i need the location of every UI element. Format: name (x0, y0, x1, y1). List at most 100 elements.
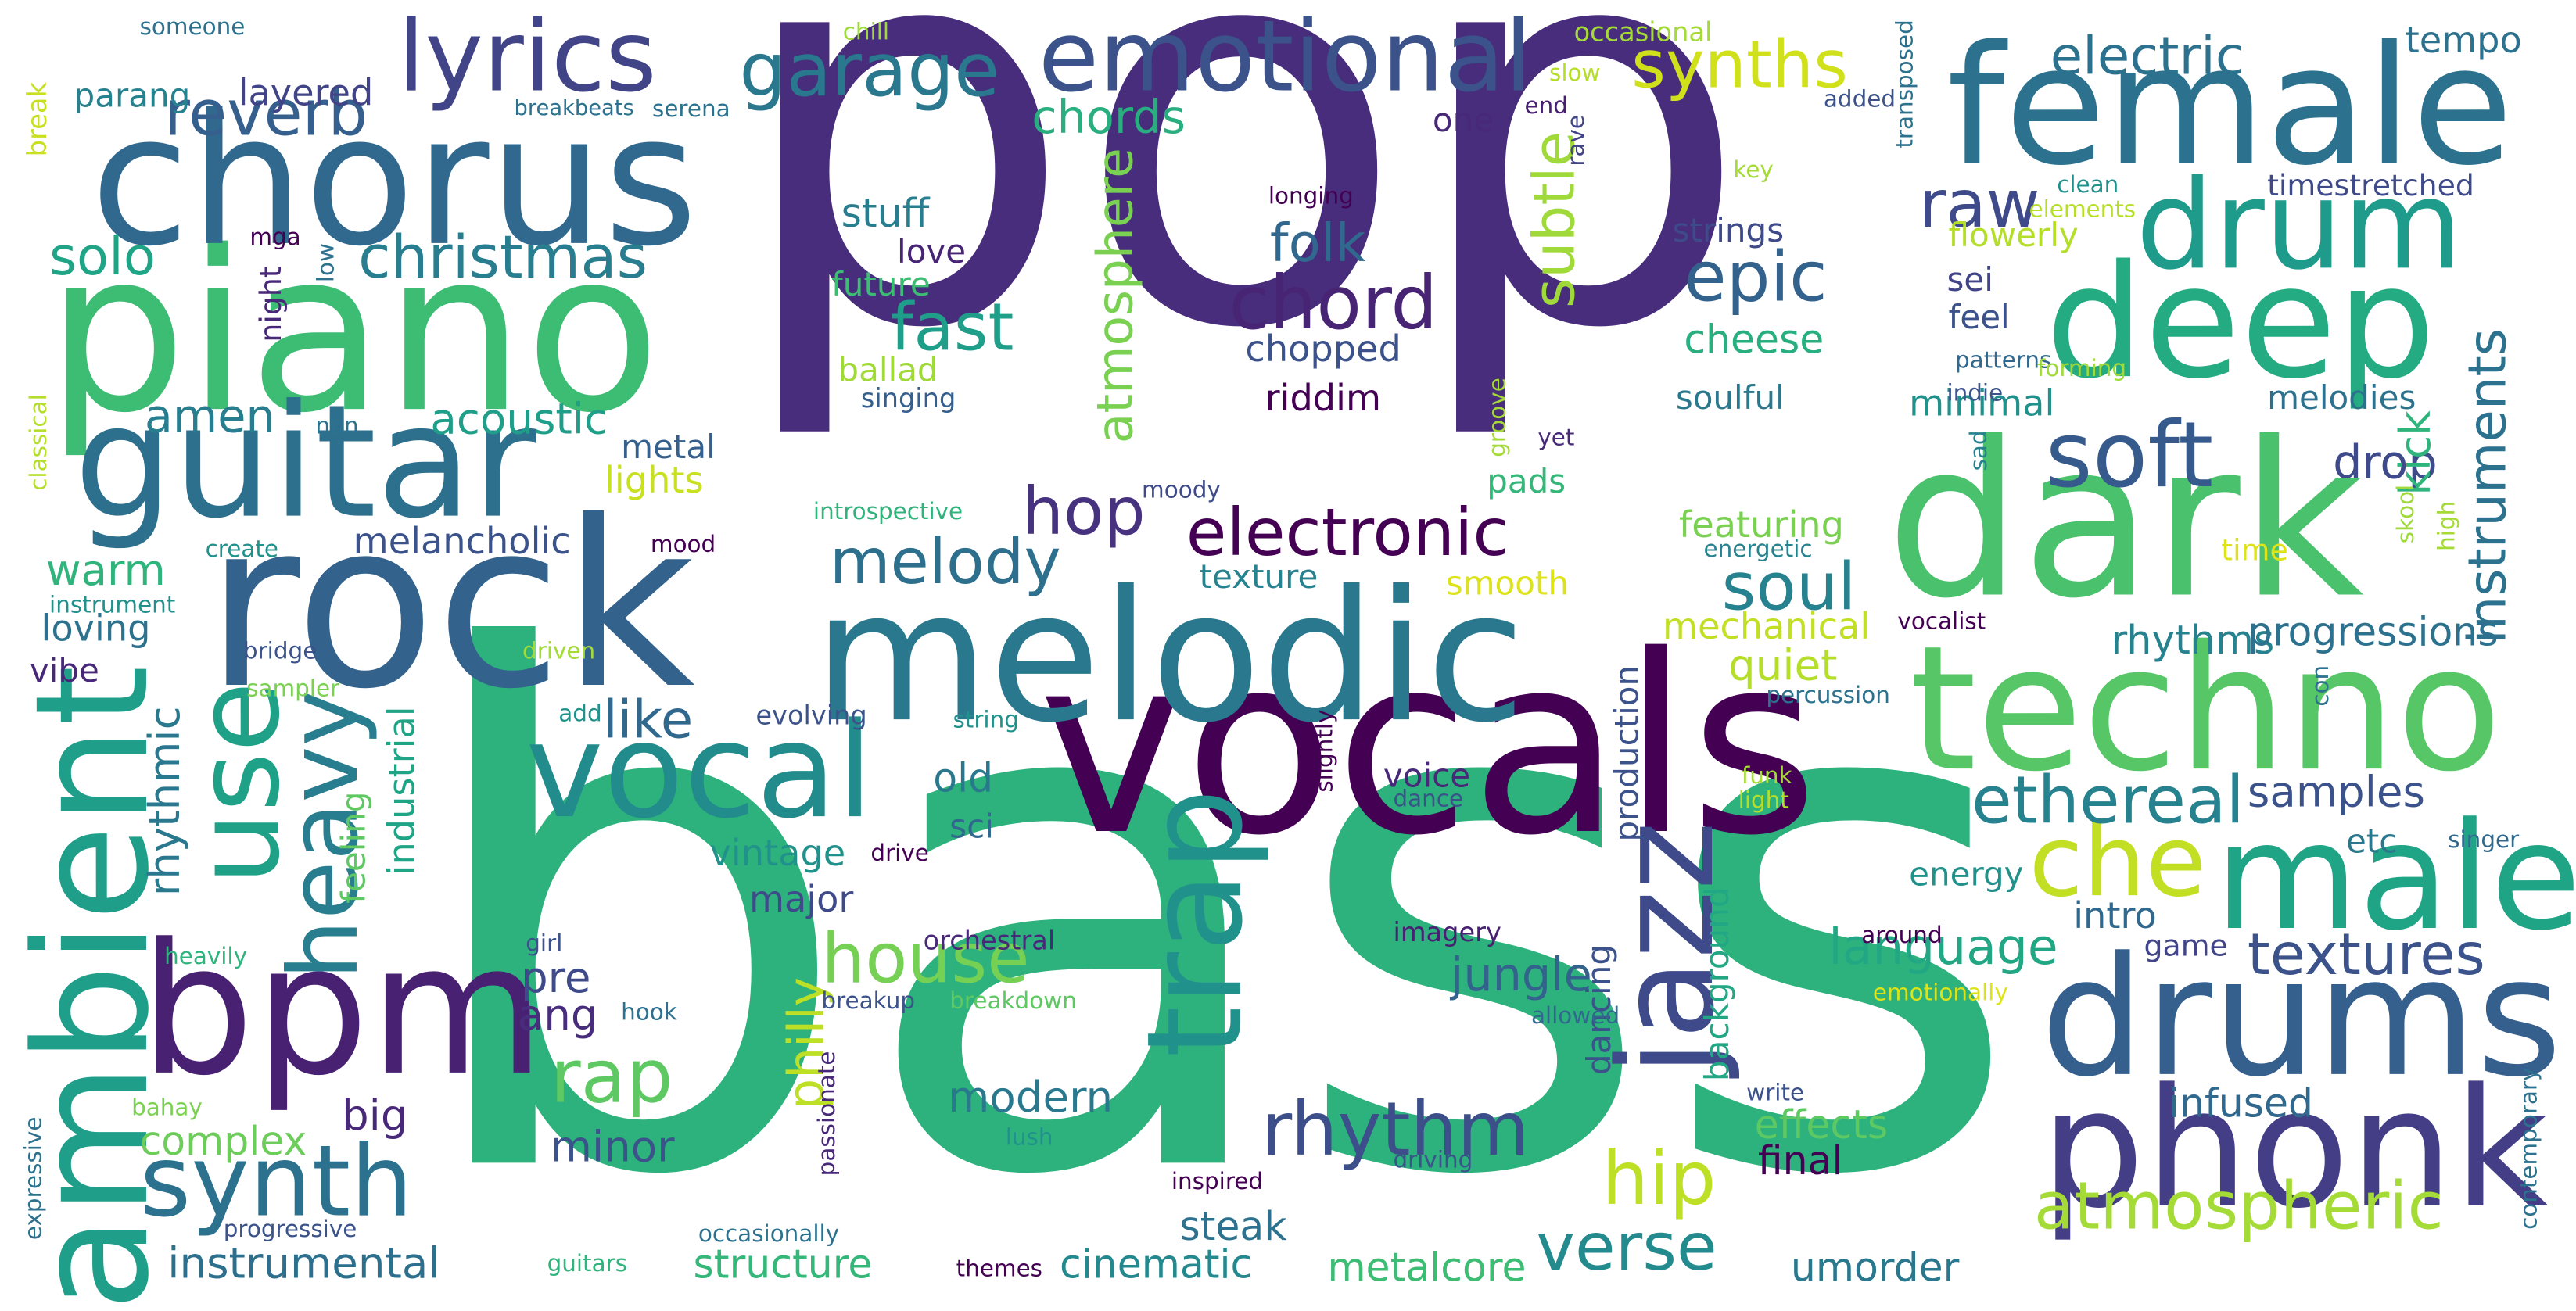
word-vocalist: vocalist (1897, 609, 1986, 636)
word-ethereal: ethereal (1971, 763, 2244, 840)
word-texture: texture (1199, 557, 1318, 596)
word-classical: classical (26, 394, 53, 491)
word-raw: raw (1918, 167, 2040, 243)
word-break: break (21, 82, 53, 157)
word-one: one (1432, 100, 1494, 140)
word-pop: pop (730, 0, 1752, 447)
word-amen: amen (144, 389, 275, 444)
word-rave: rave (1563, 115, 1591, 167)
word-chord: chord (1229, 259, 1438, 347)
word-riddim: riddim (1265, 379, 1382, 421)
word-production: production (1606, 664, 1647, 842)
word-non: non (315, 414, 359, 441)
word-vintage: vintage (709, 834, 846, 876)
word-feeling: feeling (333, 791, 373, 904)
word-jungle: jungle (1451, 947, 1592, 1002)
word-night: night (254, 266, 289, 342)
word-future: future (831, 264, 931, 304)
word-metalcore: metalcore (1327, 1245, 1527, 1291)
word-themes: themes (956, 1256, 1043, 1283)
word-forming: forming (2036, 356, 2127, 383)
word-instrumental: instrumental (167, 1240, 440, 1290)
word-atmosphere: atmosphere (1087, 148, 1146, 444)
word-lyrics: lyrics (397, 0, 657, 116)
word-techno: techno (1909, 609, 2502, 810)
word-industrial: industrial (382, 706, 425, 876)
word-synth: synth (139, 1125, 414, 1241)
word-timestretched: timestretched (2267, 169, 2474, 204)
word-rhythm: rhythm (1261, 1085, 1530, 1173)
word-etc: etc (2345, 821, 2398, 861)
word-deep: deep (2045, 233, 2436, 414)
word-tempo: tempo (2405, 21, 2522, 63)
word-breakdown: breakdown (949, 988, 1077, 1015)
word-smooth: smooth (1445, 563, 1570, 603)
word-write: write (1746, 1080, 1805, 1107)
word-guitars: guitars (547, 1251, 628, 1278)
word-end: end (1524, 93, 1568, 120)
word-cinematic: cinematic (1060, 1241, 1253, 1288)
word-umorder: umorder (1790, 1245, 1960, 1291)
word-bahay: bahay (131, 1095, 203, 1122)
word-drive: drive (870, 840, 929, 868)
word-drums: drums (2040, 921, 2563, 1114)
word-progressive: progressive (223, 1216, 357, 1244)
word-introspective: introspective (813, 499, 963, 526)
word-voice: voice (1383, 755, 1471, 795)
word-dark: dark (1885, 396, 2364, 646)
word-time: time (2221, 533, 2288, 568)
word-acoustic: acoustic (430, 396, 608, 446)
word-occasional: occasional (1573, 16, 1713, 48)
word-breakbeats: breakbeats (514, 96, 634, 122)
word-sci: sci (949, 806, 994, 846)
word-hop: hop (1021, 475, 1146, 550)
word-someone: someone (139, 14, 246, 41)
word-epic: epic (1684, 236, 1828, 317)
word-electronic: electronic (1186, 496, 1509, 572)
word-dance: dance (1393, 786, 1464, 813)
word-piano: piano (45, 203, 661, 462)
word-soulful: soulful (1675, 378, 1785, 417)
word-soul: soul (1721, 550, 1857, 626)
word-male: male (2214, 791, 2576, 965)
word-kick: kick (2391, 410, 2441, 496)
word-girl: girl (526, 931, 563, 958)
word-intro: intro (2073, 897, 2157, 938)
word-house: house (821, 918, 1030, 999)
word-atmospheric: atmospheric (2033, 1169, 2444, 1245)
word-breakup: breakup (821, 988, 916, 1015)
word-strings: strings (1672, 210, 1785, 250)
word-contemporary: contemporary (2517, 1067, 2544, 1230)
word-major: major (748, 880, 854, 922)
word-high: high (2434, 500, 2461, 551)
word-singing: singing (860, 382, 956, 414)
word-metal: metal (621, 427, 716, 467)
word-pads: pads (1487, 461, 1566, 501)
word-mood: mood (650, 532, 716, 559)
word-old: old (933, 755, 994, 802)
word-singer: singer (2448, 827, 2520, 854)
word-electric: electric (2050, 24, 2244, 88)
word-mga: mga (249, 224, 301, 252)
word-big: big (341, 1092, 408, 1142)
word-rhythms: rhythms (2111, 617, 2275, 664)
word-samples: samples (2247, 768, 2425, 818)
word-vocals: vocals (1038, 604, 1819, 890)
word-indie: indie (1946, 381, 2004, 407)
word-trap: trap (1118, 788, 1272, 1058)
word-imagery: imagery (1393, 916, 1501, 948)
word-melodies: melodies (2267, 378, 2416, 417)
word-modern: modern (948, 1073, 1114, 1123)
word-christmas: christmas (357, 224, 648, 292)
word-verse: verse (1536, 1210, 1717, 1286)
word-driven: driven (522, 639, 596, 665)
word-steak: steak (1179, 1203, 1287, 1250)
word-clean: clean (2057, 172, 2119, 199)
word-final: final (1757, 1137, 1843, 1184)
word-passionate: passionate (814, 1051, 841, 1177)
word-groove: groove (1485, 378, 1512, 457)
word-key: key (1733, 157, 1774, 184)
word-expressive: expressive (21, 1116, 48, 1241)
word-slightly: slightly (1312, 709, 1340, 793)
word-heavily: heavily (164, 944, 248, 971)
